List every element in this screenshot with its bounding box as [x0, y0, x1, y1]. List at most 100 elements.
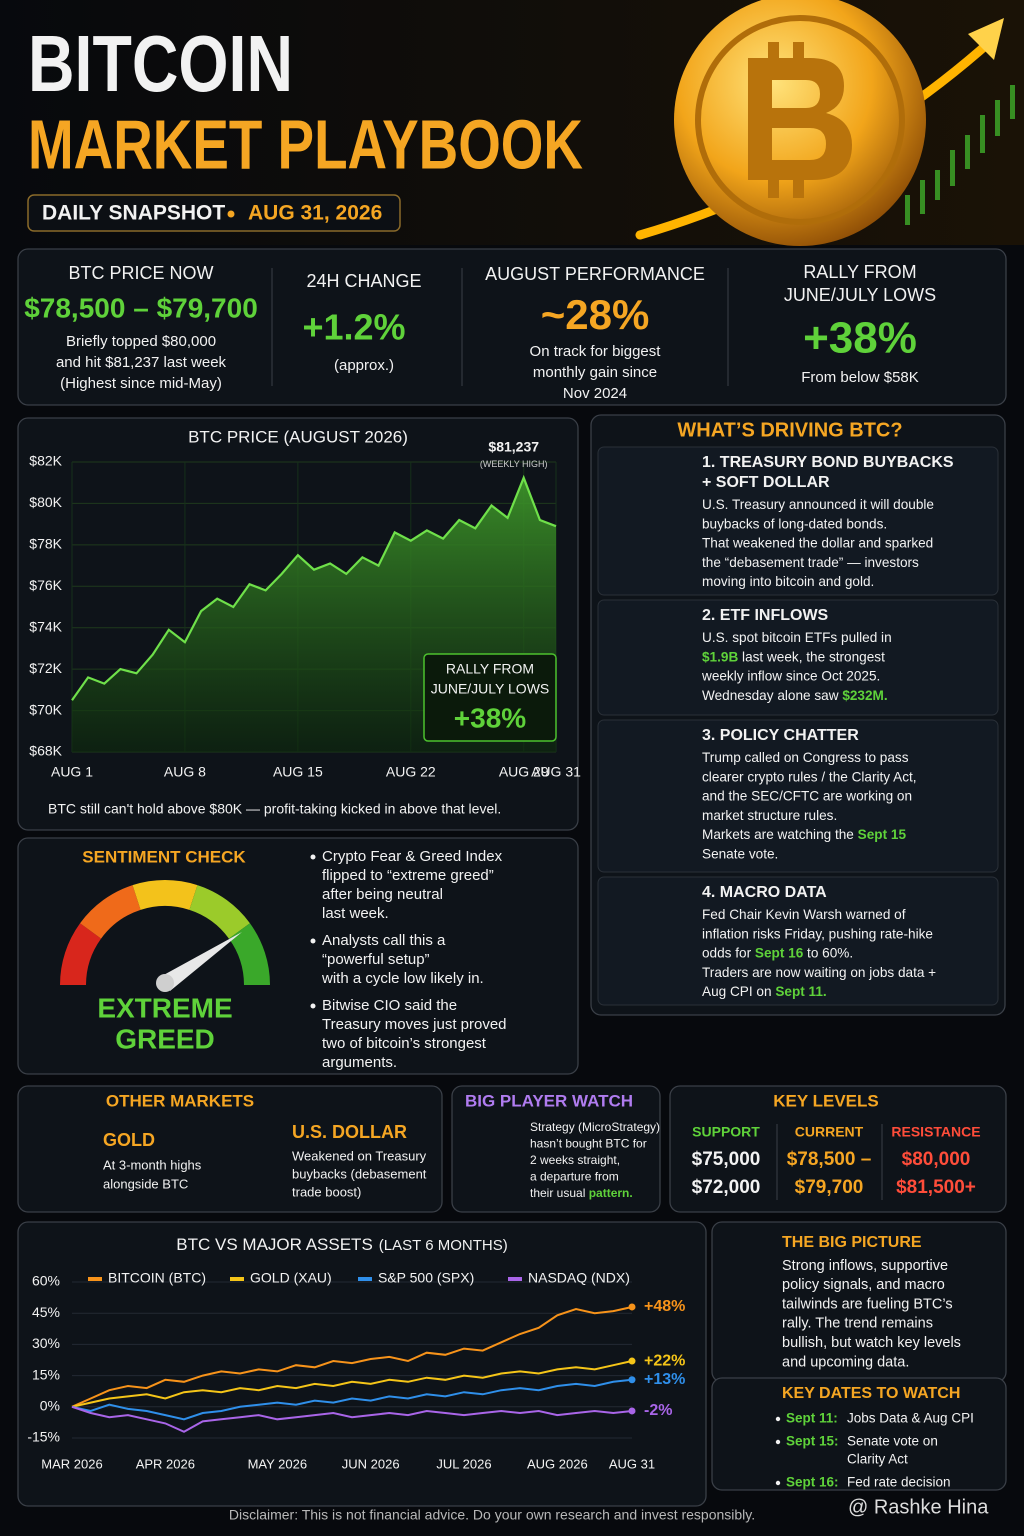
legend-label: NASDAQ (NDX)	[528, 1270, 630, 1286]
gauge-segment	[132, 880, 198, 910]
level-value: $72,000	[692, 1177, 761, 1198]
level-heading: CURRENT	[795, 1124, 864, 1140]
driver-text: Senate vote.	[702, 846, 778, 861]
market-note: trade boost)	[292, 1184, 361, 1199]
market-name: GOLD	[103, 1130, 155, 1150]
level-heading: RESISTANCE	[891, 1124, 980, 1140]
text-run: Senate vote.	[702, 846, 778, 861]
end-point	[628, 1357, 636, 1365]
bullet-text: flipped to “extreme greed”	[322, 867, 494, 884]
driver-text: the “debasement trade” — investors	[702, 554, 919, 569]
gauge-segment	[60, 923, 102, 986]
date-label: Sept 15:	[786, 1434, 839, 1449]
text-run: a departure from	[530, 1170, 619, 1184]
price-line	[71, 474, 557, 701]
summary-text: Strong inflows, supportive	[782, 1258, 948, 1274]
level-heading: SUPPORT	[692, 1124, 760, 1140]
gauge-reading: GREED	[115, 1023, 215, 1054]
peak-note: (WEEKLY HIGH)	[480, 459, 548, 469]
x-tick-label: AUG 31	[609, 1456, 655, 1471]
y-tick-label: $76K	[29, 577, 62, 593]
level-value: $81,500+	[896, 1177, 976, 1198]
legend-label: BITCOIN (BTC)	[108, 1270, 206, 1286]
text-run: Aug CPI on	[702, 984, 775, 999]
y-tick-label: 45%	[32, 1304, 60, 1320]
date-event: Senate vote on	[847, 1434, 938, 1449]
x-tick-label: AUG 2026	[527, 1456, 588, 1471]
section-title: KEY DATES TO WATCH	[782, 1385, 960, 1402]
section-title: BIG PLAYER WATCH	[465, 1091, 633, 1110]
text-run: clearer crypto rules / the Clarity Act,	[702, 769, 917, 784]
text-run: Trump called on Congress to pass	[702, 750, 909, 765]
text-run: odds for	[702, 945, 755, 960]
x-tick-label: MAY 2026	[248, 1456, 308, 1471]
driver-text: Aug CPI on Sept 11.	[702, 984, 827, 999]
text-run: Markets are watching the	[702, 827, 858, 842]
text-run: last week, the strongest	[738, 649, 885, 664]
highlight: $1.9B	[702, 649, 738, 664]
legend-label: S&P 500 (SPX)	[378, 1270, 474, 1286]
market-note: buybacks (debasement	[292, 1166, 427, 1181]
gauge-needle	[160, 932, 242, 991]
stat-note: and hit $81,237 last week	[56, 354, 227, 371]
text-run: weekly inflow since Oct 2025.	[701, 668, 880, 683]
stat-value: ~28%	[541, 291, 650, 338]
text-run: Fed Chair Kevin Warsh warned of	[702, 907, 906, 922]
x-tick-label: JUL 2026	[436, 1456, 491, 1471]
driver-text: Fed Chair Kevin Warsh warned of	[702, 907, 906, 922]
y-tick-label: 0%	[40, 1398, 60, 1414]
text-run: Wednesday alone saw	[702, 687, 842, 702]
bullet-dot	[775, 1480, 781, 1486]
credit: @ Rashke Hina	[848, 1496, 989, 1518]
chart-footnote: BTC still can't hold above $80K — profit…	[48, 801, 501, 817]
legend-label: GOLD (XAU)	[250, 1270, 332, 1286]
bullet-dot	[310, 938, 316, 944]
text-run: their usual	[530, 1186, 589, 1200]
x-tick-label: AUG 29	[499, 764, 549, 780]
driver-text: Wednesday alone saw $232M.	[702, 687, 888, 702]
driver-text: Traders are now waiting on jobs data +	[702, 964, 936, 979]
stat-value: +38%	[803, 314, 917, 363]
bullet-dot	[775, 1439, 781, 1445]
sentiment-panel	[17, 837, 579, 1075]
text-run: inflation risks Friday, pushing rate-hik…	[702, 926, 933, 941]
summary-text: rally. The trend remains	[782, 1316, 933, 1332]
stat-label: AUGUST PERFORMANCE	[485, 264, 705, 284]
gauge-segment	[80, 885, 142, 939]
comparison-panel	[17, 1221, 707, 1507]
driver-heading: 4. MACRO DATA	[702, 884, 827, 901]
bullet-text: Crypto Fear & Greed Index	[322, 848, 503, 865]
x-tick-label: AUG 1	[51, 764, 93, 780]
y-tick-label: $72K	[29, 660, 62, 676]
summary-text: tailwinds are fueling BTC’s	[782, 1296, 953, 1312]
y-tick-label: 30%	[32, 1335, 60, 1351]
driver-text: $1.9B last week, the strongest	[702, 649, 885, 664]
stat-note: (approx.)	[334, 357, 394, 374]
title: BITCOIN	[28, 19, 293, 108]
stat-value: $78,500 – $79,700	[24, 292, 258, 323]
callout-box	[423, 653, 557, 742]
subtitle: MARKET PLAYBOOK	[28, 105, 583, 183]
callout-label: JUNE/JULY LOWS	[431, 681, 550, 697]
market-note: Weakened on Treasury	[292, 1148, 427, 1163]
section-title: WHAT’S DRIVING BTC?	[677, 419, 902, 441]
level-value: $80,000	[902, 1149, 971, 1170]
stat-note: (Highest since mid-May)	[60, 375, 222, 392]
text-run: hasn’t bought BTC for	[530, 1137, 647, 1151]
gauge-segment	[188, 885, 250, 939]
end-point	[628, 1407, 636, 1415]
x-tick-label: MAR 2026	[41, 1456, 102, 1471]
date-label: Sept 16:	[786, 1475, 839, 1490]
bullet-text: with a cycle low likely in.	[321, 970, 484, 987]
x-tick-label: AUG 22	[386, 764, 436, 780]
title-main: BTC VS MAJOR ASSETS	[176, 1235, 373, 1254]
level-value: $75,000	[692, 1149, 761, 1170]
text-run: market structure rules.	[702, 807, 837, 822]
key-levels-panel	[669, 1085, 1007, 1213]
date-label: Sept 11:	[786, 1411, 838, 1426]
date-event: Clarity Act	[847, 1452, 908, 1467]
driver-text: market structure rules.	[702, 807, 837, 822]
driver-heading: 2. ETF INFLOWS	[702, 607, 829, 624]
y-tick-label: 60%	[32, 1273, 60, 1289]
